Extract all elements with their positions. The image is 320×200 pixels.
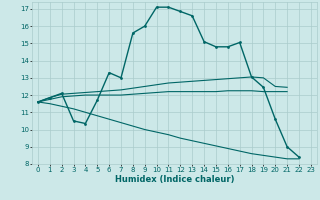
X-axis label: Humidex (Indice chaleur): Humidex (Indice chaleur) <box>115 175 234 184</box>
